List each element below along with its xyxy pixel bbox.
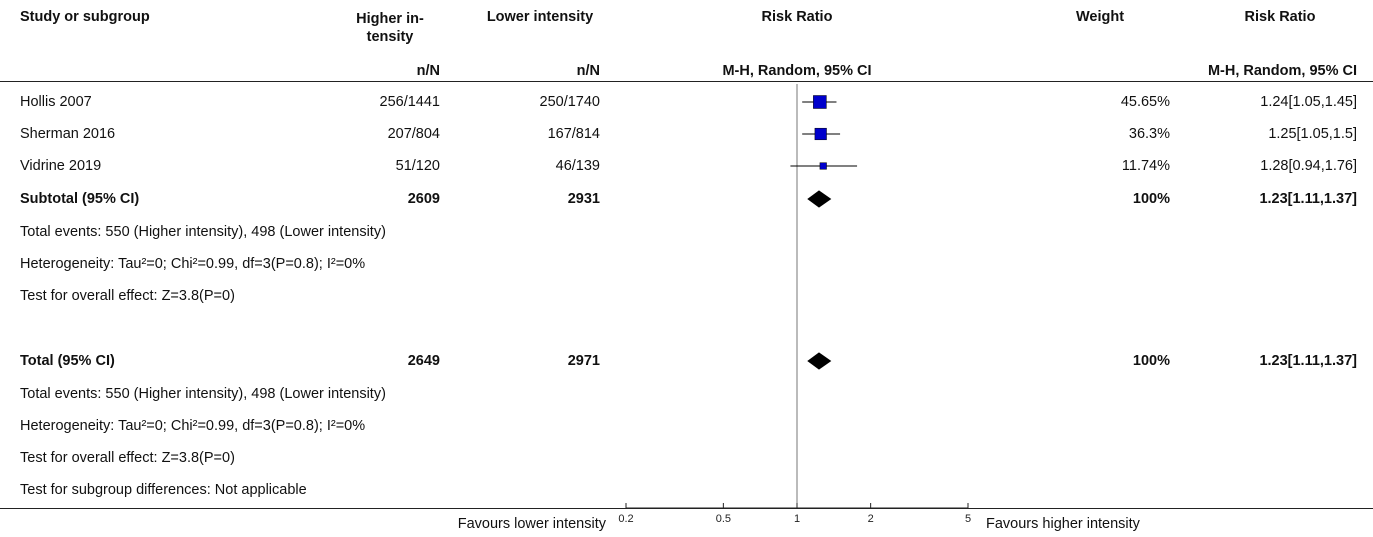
- study-higher: 51/120: [395, 158, 440, 174]
- study-marker: [813, 95, 827, 109]
- study-weight: 45.65%: [1120, 94, 1170, 110]
- subheader-lower: n/N: [576, 63, 600, 79]
- x-tick-label: 2: [868, 513, 874, 525]
- study-lower: 46/139: [555, 158, 600, 174]
- subheader-higher: n/N: [416, 63, 440, 79]
- study-name: Vidrine 2019: [20, 158, 102, 174]
- study-ci: 1.28[0.94,1.76]: [1260, 158, 1357, 174]
- favours-right-label: Favours higher intensity: [986, 516, 1140, 532]
- subtotal-ci: 1.23[1.11,1.37]: [1259, 191, 1357, 207]
- study-name: Sherman 2016: [20, 126, 116, 142]
- header-weight: Weight: [1075, 9, 1125, 25]
- x-tick-label: 0.2: [618, 513, 633, 525]
- header-higher: Higher in- tensity: [320, 10, 460, 46]
- header-higher-line1: Higher in-: [356, 11, 424, 27]
- subtotal-label: Subtotal (95% CI): [20, 191, 140, 207]
- study-weight: 11.74%: [1121, 158, 1170, 174]
- header-lower: Lower intensity: [486, 9, 594, 25]
- total-heterogeneity: Heterogeneity: Tau²=0; Chi²=0.99, df=3(P…: [20, 418, 366, 434]
- subtotal-higher: 2609: [407, 191, 440, 207]
- subheader-risk-ratio-2: M-H, Random, 95% CI: [1207, 63, 1357, 79]
- subheader-risk-ratio: M-H, Random, 95% CI: [722, 63, 872, 79]
- study-ci: 1.24[1.05,1.45]: [1260, 94, 1357, 110]
- header-higher-line2: tensity: [366, 29, 414, 45]
- header-rule: [0, 81, 1373, 82]
- subtotal-heterogeneity: Heterogeneity: Tau²=0; Chi²=0.99, df=3(P…: [20, 256, 366, 272]
- total-lower: 2971: [567, 353, 600, 369]
- study-lower: 167/814: [547, 126, 600, 142]
- subgroup-differences: Test for subgroup differences: Not appli…: [20, 482, 307, 498]
- study-marker: [814, 127, 827, 141]
- total-events: Total events: 550 (Higher intensity), 49…: [20, 386, 386, 402]
- study-weight: 36.3%: [1128, 126, 1170, 142]
- study-marker: [819, 162, 827, 170]
- pooled-diamond: [807, 190, 832, 208]
- x-tick-label: 1: [794, 513, 800, 525]
- total-ci: 1.23[1.11,1.37]: [1259, 353, 1357, 369]
- study-ci: 1.25[1.05,1.5]: [1268, 126, 1357, 142]
- header-risk-ratio-2: Risk Ratio: [1244, 9, 1316, 25]
- subtotal-overall-effect: Test for overall effect: Z=3.8(P=0): [20, 288, 235, 304]
- subtotal-lower: 2931: [567, 191, 600, 207]
- pooled-diamond: [807, 352, 832, 370]
- total-higher: 2649: [407, 353, 440, 369]
- x-tick-label: 5: [965, 513, 971, 525]
- x-tick-label: 0.5: [716, 513, 731, 525]
- total-label: Total (95% CI): [20, 353, 115, 369]
- study-name: Hollis 2007: [20, 94, 92, 110]
- total-weight: 100%: [1132, 353, 1170, 369]
- study-higher: 256/1441: [379, 94, 440, 110]
- study-higher: 207/804: [387, 126, 440, 142]
- study-lower: 250/1740: [539, 94, 600, 110]
- header-risk-ratio: Risk Ratio: [761, 9, 833, 25]
- total-overall-effect: Test for overall effect: Z=3.8(P=0): [20, 450, 235, 466]
- subtotal-events: Total events: 550 (Higher intensity), 49…: [20, 224, 386, 240]
- favours-left-label: Favours lower intensity: [457, 516, 606, 532]
- header-study: Study or subgroup: [20, 9, 150, 25]
- subtotal-weight: 100%: [1132, 191, 1170, 207]
